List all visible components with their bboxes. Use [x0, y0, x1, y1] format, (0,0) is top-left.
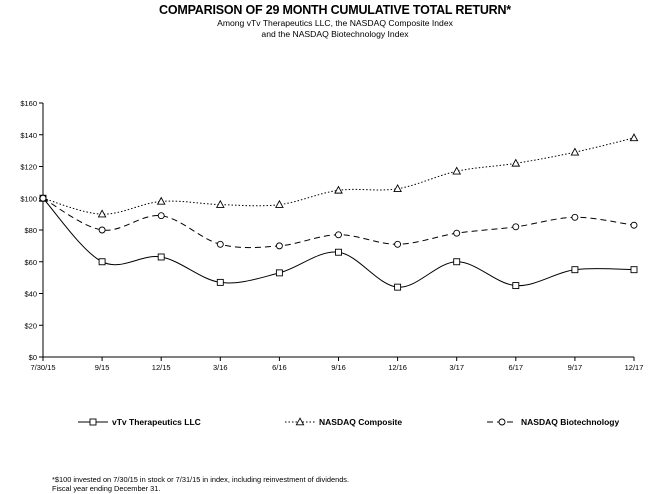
legend-label-nasdaq-composite: NASDAQ Composite	[319, 417, 402, 427]
x-tick-label: 9/15	[95, 363, 110, 372]
data-point-nasdaq-biotechnology	[335, 231, 342, 239]
data-point-vtv-therapeutics-llc	[216, 278, 224, 286]
data-point-nasdaq-composite	[215, 199, 225, 208]
legend-marker-nasdaq-composite	[295, 417, 305, 426]
data-point-nasdaq-biotechnology	[216, 240, 224, 248]
data-point-vtv-therapeutics-llc	[453, 258, 461, 266]
data-point-nasdaq-composite	[275, 199, 284, 208]
x-tick-label: 6/16	[272, 363, 287, 372]
data-point-nasdaq-biotechnology	[275, 242, 283, 250]
data-point-nasdaq-composite	[393, 183, 402, 192]
x-tick-label: 9/16	[331, 363, 346, 372]
data-point-nasdaq-composite	[511, 158, 521, 167]
data-point-nasdaq-biotechnology	[394, 240, 402, 248]
data-point-nasdaq-biotechnology	[512, 223, 520, 231]
x-tick-label: 12/17	[625, 363, 644, 372]
x-tick-label: 3/16	[213, 363, 228, 372]
data-point-nasdaq-biotechnology	[453, 229, 461, 237]
data-point-nasdaq-biotechnology	[157, 212, 165, 220]
data-point-nasdaq-composite	[629, 133, 639, 142]
footnote-fiscal-year: Fiscal year ending December 31.	[52, 484, 161, 493]
y-tick-label: $80	[24, 226, 37, 235]
data-point-nasdaq-composite	[452, 166, 462, 175]
data-point-nasdaq-biotechnology	[630, 221, 638, 229]
data-point-nasdaq-composite	[570, 147, 580, 156]
legend-label-nasdaq-biotechnology: NASDAQ Biotechnology	[521, 417, 619, 427]
y-tick-label: $0	[29, 353, 37, 362]
y-tick-label: $140	[20, 131, 37, 140]
x-tick-label: 3/17	[449, 363, 464, 372]
y-tick-label: $60	[24, 258, 37, 267]
data-point-vtv-therapeutics-llc	[157, 253, 165, 261]
x-tick-label: 12/16	[388, 363, 407, 372]
chart-title: COMPARISON OF 29 MONTH CUMULATIVE TOTAL …	[159, 3, 511, 17]
y-tick-label: $160	[20, 99, 37, 108]
data-point-vtv-therapeutics-llc	[394, 283, 402, 291]
data-point-vtv-therapeutics-llc	[571, 266, 579, 274]
series-line-nasdaq-composite	[42, 137, 635, 215]
data-point-vtv-therapeutics-llc	[335, 248, 342, 256]
data-point-nasdaq-composite	[156, 196, 166, 205]
series-line-nasdaq-biotechnology	[42, 197, 635, 249]
footnote-investment: *$100 invested on 7/30/15 in stock or 7/…	[52, 475, 350, 484]
data-point-vtv-therapeutics-llc	[98, 258, 106, 266]
y-tick-label: $40	[24, 290, 37, 299]
chart-subtitle-line-2: and the NASDAQ Biotechnology Index	[261, 29, 409, 39]
data-point-nasdaq-biotechnology	[39, 194, 47, 202]
data-point-nasdaq-biotechnology	[98, 226, 106, 234]
legend-label-vtv-therapeutics-llc: vTv Therapeutics LLC	[112, 417, 201, 427]
x-tick-label: 7/30/15	[30, 363, 55, 372]
y-tick-label: $120	[20, 163, 37, 172]
series-line-vtv-therapeutics-llc	[42, 197, 635, 288]
data-point-nasdaq-composite	[334, 185, 343, 194]
x-tick-label: 12/15	[152, 363, 171, 372]
y-tick-label: $20	[24, 321, 37, 330]
data-point-vtv-therapeutics-llc	[512, 282, 520, 290]
data-point-vtv-therapeutics-llc	[630, 266, 638, 274]
chart-subtitle-line-1: Among vTv Therapeutics LLC, the NASDAQ C…	[217, 18, 453, 28]
data-point-nasdaq-composite	[97, 209, 107, 218]
y-tick-label: $100	[20, 194, 37, 203]
legend-marker-nasdaq-biotechnology	[498, 418, 506, 426]
x-tick-label: 9/17	[568, 363, 583, 372]
data-point-nasdaq-biotechnology	[571, 213, 579, 221]
legend-marker-vtv-therapeutics-llc	[89, 418, 97, 426]
data-point-vtv-therapeutics-llc	[275, 269, 283, 277]
x-tick-label: 6/17	[508, 363, 523, 372]
